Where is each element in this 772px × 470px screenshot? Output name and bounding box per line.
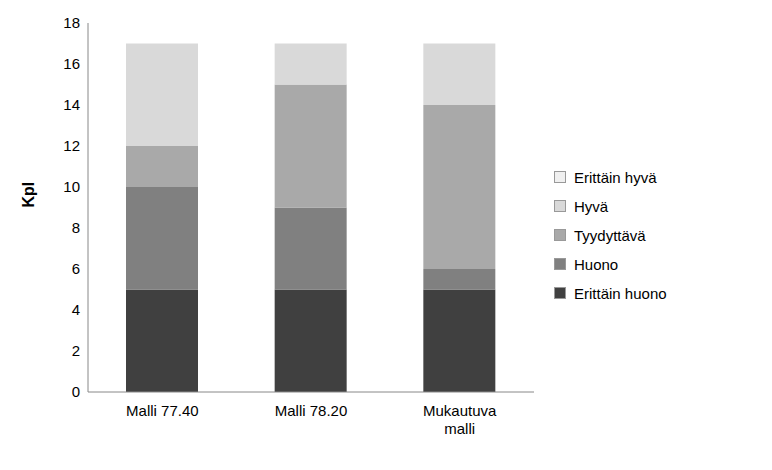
html-text:Huono: Huono <box>574 255 619 273</box>
html-text:Hyvä: Hyvä <box>574 197 609 215</box>
html-text:Tyydyttävä: Tyydyttävä <box>574 226 646 244</box>
html-text:Erittäin huono: Erittäin huono <box>574 284 667 302</box>
svg-text:10: 10 <box>63 178 80 195</box>
svg-text:8: 8 <box>72 219 80 236</box>
svg-text:14: 14 <box>63 96 80 113</box>
svg-text:Mukautuvamalli: Mukautuvamalli <box>423 402 497 437</box>
svg-text:Kpl: Kpl <box>20 182 37 208</box>
svg-text:Malli 77.40: Malli 77.40 <box>126 402 199 419</box>
svg-text:6: 6 <box>72 260 80 277</box>
svg-text:16: 16 <box>63 55 80 72</box>
svg-text:4: 4 <box>72 301 80 318</box>
svg-text:18: 18 <box>63 14 80 31</box>
svg-text:12: 12 <box>63 137 80 154</box>
svg-text:0: 0 <box>72 383 80 400</box>
svg-text:Malli 78.20: Malli 78.20 <box>275 402 348 419</box>
svg-text:2: 2 <box>72 342 80 359</box>
html-text:Erittäin hyvä: Erittäin hyvä <box>574 168 657 186</box>
